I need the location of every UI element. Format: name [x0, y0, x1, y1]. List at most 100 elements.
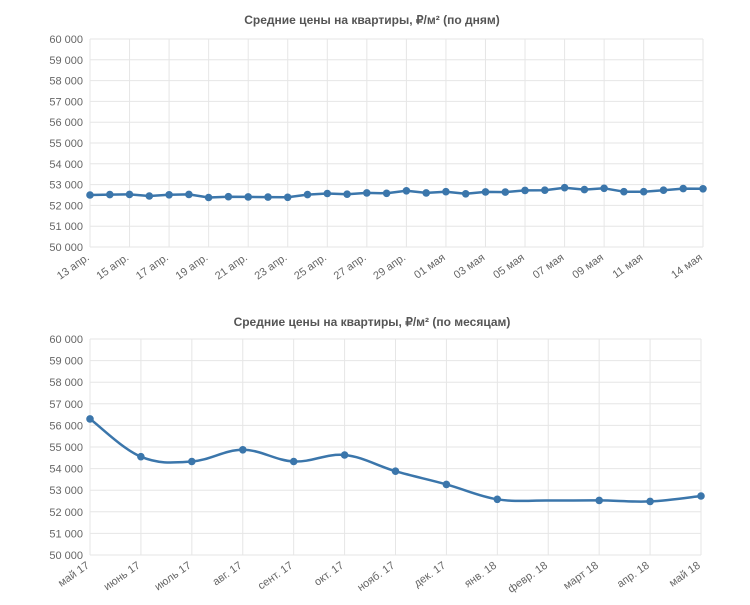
data-point[interactable] [541, 186, 549, 194]
x-tick-label: 29 апр. [371, 252, 408, 283]
data-point[interactable] [289, 457, 298, 466]
x-tick-label: 03 мая [452, 252, 488, 282]
x-tick-label: 13 апр. [55, 252, 92, 283]
x-tick-label: авг. 17 [211, 560, 245, 589]
x-tick-label: окт. 17 [312, 560, 346, 589]
x-tick-label: сент. 17 [256, 560, 296, 593]
data-point[interactable] [239, 446, 247, 454]
data-point[interactable] [185, 190, 193, 199]
data-point[interactable] [639, 187, 648, 196]
y-tick-label: 54 000 [49, 464, 83, 476]
data-point[interactable] [697, 492, 705, 500]
monthly-chart-title: Средние цены на квартиры, ₽/м² (по месяц… [234, 315, 511, 329]
data-point[interactable] [560, 183, 569, 192]
y-tick-label: 55 000 [49, 442, 83, 454]
data-point[interactable] [461, 190, 470, 198]
x-tick-label: февр. 18 [506, 560, 550, 596]
data-point[interactable] [244, 193, 252, 201]
x-tick-label: 21 апр. [213, 252, 250, 283]
data-point[interactable] [501, 188, 510, 196]
x-tick-label: май 17 [56, 560, 92, 590]
data-point[interactable] [481, 188, 490, 196]
y-tick-label: 52 000 [49, 507, 83, 519]
x-tick-label: апр. 18 [615, 560, 652, 591]
data-point[interactable] [382, 189, 391, 198]
y-tick-label: 59 000 [49, 55, 83, 67]
data-point[interactable] [620, 187, 628, 196]
x-tick-label: 23 апр. [253, 252, 290, 283]
y-tick-label: 53 000 [49, 180, 83, 192]
y-tick-label: 50 000 [49, 550, 83, 562]
x-tick-label: 17 апр. [134, 252, 171, 283]
data-point[interactable] [145, 192, 154, 200]
data-point[interactable] [86, 191, 94, 199]
data-point[interactable] [303, 190, 312, 199]
x-tick-label: 27 апр. [332, 252, 369, 283]
x-tick-label: 11 мая [611, 252, 646, 281]
grid-lines [89, 338, 702, 556]
y-tick-label: 56 000 [49, 420, 83, 432]
data-point[interactable] [699, 185, 707, 193]
grid-lines [89, 38, 704, 248]
monthly-price-chart: Средние цены на квартиры, ₽/м² (по месяц… [49, 315, 705, 596]
data-point[interactable] [188, 457, 196, 466]
x-tick-label: 19 апр. [174, 252, 211, 283]
y-tick-label: 60 000 [49, 34, 83, 46]
data-point[interactable] [402, 187, 411, 195]
data-point[interactable] [646, 497, 654, 506]
data-point[interactable] [343, 190, 351, 198]
data-point[interactable] [86, 415, 94, 423]
data-point[interactable] [137, 452, 145, 461]
x-tick-label: май 18 [667, 560, 703, 590]
data-point[interactable] [363, 189, 371, 197]
x-tick-label: 09 мая [570, 252, 606, 282]
x-tick-label: 25 апр. [292, 252, 329, 283]
data-point[interactable] [679, 184, 687, 193]
y-tick-label: 57 000 [49, 96, 83, 108]
x-tick-label: март 18 [561, 560, 601, 593]
data-point[interactable] [125, 190, 134, 199]
y-tick-label: 53 000 [49, 485, 83, 497]
y-tick-label: 50 000 [49, 242, 83, 254]
daily-chart-title: Средние цены на квартиры, ₽/м² (по дням) [244, 13, 499, 27]
x-tick-label: 07 мая [531, 252, 567, 282]
data-point[interactable] [106, 190, 114, 199]
y-tick-label: 58 000 [49, 76, 83, 88]
x-tick-label: 14 мая [669, 252, 705, 282]
data-point[interactable] [323, 189, 332, 198]
x-tick-label: 15 апр. [94, 252, 131, 283]
y-tick-label: 51 000 [49, 221, 83, 233]
y-tick-label: 55 000 [49, 138, 83, 150]
x-tick-label: июнь 17 [102, 560, 143, 594]
data-point[interactable] [659, 186, 668, 194]
data-point[interactable] [580, 185, 589, 194]
x-tick-label: янв. 18 [462, 560, 499, 591]
data-point[interactable] [264, 193, 272, 201]
y-tick-label: 51 000 [49, 528, 83, 540]
data-point[interactable] [422, 189, 431, 197]
data-point[interactable] [521, 186, 529, 195]
y-tick-label: 54 000 [49, 159, 83, 171]
data-point[interactable] [442, 480, 451, 489]
data-point[interactable] [165, 191, 173, 199]
y-tick-label: 52 000 [49, 200, 83, 212]
data-point[interactable] [283, 193, 292, 202]
y-tick-label: 58 000 [49, 377, 83, 389]
x-tick-label: дек. 17 [412, 560, 448, 590]
y-tick-label: 60 000 [49, 334, 83, 346]
data-point[interactable] [595, 496, 603, 505]
x-tick-label: июль 17 [153, 560, 194, 594]
data-point[interactable] [340, 451, 349, 459]
y-tick-label: 57 000 [49, 399, 83, 411]
data-point[interactable] [204, 193, 213, 202]
data-point[interactable] [600, 184, 608, 193]
series-line [89, 186, 704, 199]
data-point[interactable] [391, 467, 400, 476]
x-tick-label: 05 мая [491, 252, 527, 282]
daily-price-chart: Средние цены на квартиры, ₽/м² (по дням)… [49, 13, 707, 283]
data-point[interactable] [442, 187, 450, 196]
data-point[interactable] [493, 495, 502, 504]
data-point[interactable] [224, 192, 233, 201]
y-tick-label: 56 000 [49, 117, 83, 129]
